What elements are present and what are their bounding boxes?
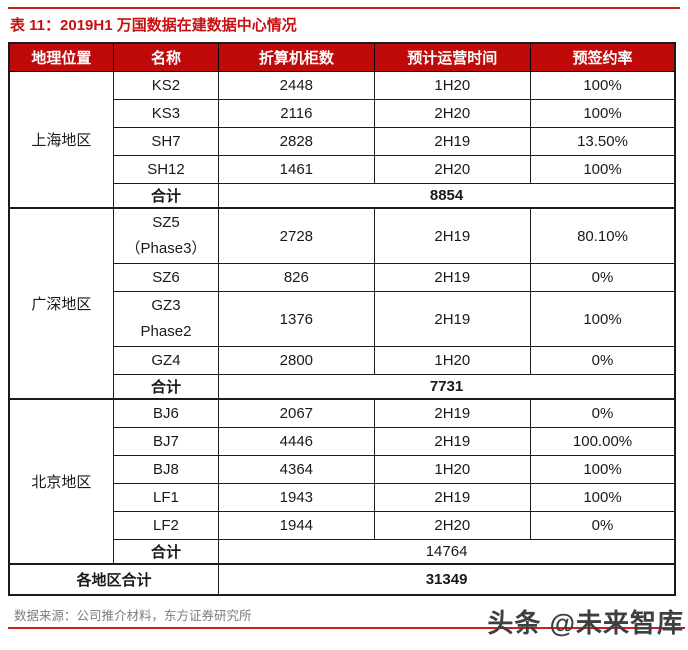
time-cell: 2H19	[373, 398, 532, 428]
time-cell: 2H20	[373, 155, 532, 184]
table-row: KS3 2116 2H20 100%	[9, 99, 676, 128]
table-row: 上海地区 KS2 2448 1H20 100%	[8, 71, 676, 209]
table-row: LF2 1944 2H20 0%	[9, 511, 676, 540]
presign-cell: 100%	[530, 71, 676, 100]
table-row: 北京地区 BJ6 2067 2H19 0%	[8, 398, 676, 565]
cabinets-cell: 2800	[218, 346, 375, 375]
time-cell: 1H20	[373, 346, 532, 375]
presign-cell: 100%	[530, 99, 676, 128]
name-cell: BJ7	[112, 427, 220, 456]
time-cell: 2H19	[373, 127, 532, 156]
table-row: SZ6 826 2H19 0%	[9, 263, 676, 292]
table-row: GZ4 2800 1H20 0%	[9, 346, 676, 375]
subtotal-label: 合计	[112, 183, 220, 209]
cabinets-cell: 2067	[218, 398, 375, 428]
time-cell: 2H20	[373, 511, 532, 540]
name-line-1: GZ3	[151, 297, 181, 314]
header-operation-time: 预计运营时间	[373, 42, 532, 72]
cabinets-cell: 1944	[218, 511, 375, 540]
name-cell: GZ4	[112, 346, 220, 375]
presign-cell: 100%	[530, 155, 676, 184]
subtotal-label: 合计	[112, 374, 220, 400]
table-row: 广深地区 SZ5 （Phase3） 2728 2H19 80.10%	[8, 207, 676, 400]
presign-cell: 100.00%	[530, 427, 676, 456]
subtotal-row-shanghai: 合计 8854	[9, 183, 676, 209]
name-cell: SZ5 （Phase3）	[112, 207, 220, 264]
name-cell: LF1	[112, 483, 220, 512]
region-cell-beijing: 北京地区	[8, 398, 114, 565]
cabinets-cell: 1943	[218, 483, 375, 512]
name-cell: KS3	[112, 99, 220, 128]
time-cell: 2H19	[373, 263, 532, 292]
grand-total-row: 各地区合计 31349	[8, 563, 676, 596]
name-line-2: （Phase3）	[125, 240, 207, 257]
name-cell: BJ6	[112, 398, 220, 428]
table-row: SH12 1461 2H20 100%	[9, 155, 676, 184]
toutiao-watermark: 头条 @未来智库	[487, 608, 684, 638]
name-cell: BJ8	[112, 455, 220, 484]
time-cell: 2H19	[373, 483, 532, 512]
name-cell: LF2	[112, 511, 220, 540]
cabinets-cell: 2728	[218, 207, 375, 264]
cabinets-cell: 1376	[218, 291, 375, 347]
time-cell: 1H20	[373, 455, 532, 484]
presign-cell: 100%	[530, 483, 676, 512]
name-cell: GZ3 Phase2	[112, 291, 220, 347]
grand-total-value: 31349	[218, 563, 676, 596]
presign-cell: 100%	[530, 291, 676, 347]
cabinets-cell: 4446	[218, 427, 375, 456]
name-cell: SH12	[112, 155, 220, 184]
region-cell-shanghai: 上海地区	[8, 71, 114, 209]
subtotal-row-beijing: 合计 14764	[9, 539, 676, 565]
top-red-rule	[8, 7, 680, 9]
data-center-table: 地理位置 名称 折算机柜数 预计运营时间 预签约率 上海地区 KS2 2448 …	[8, 42, 676, 596]
time-cell: 2H20	[373, 99, 532, 128]
cabinets-cell: 826	[218, 263, 375, 292]
header-name: 名称	[112, 42, 220, 72]
name-line-1: SZ5	[152, 214, 180, 231]
subtotal-label: 合计	[112, 539, 220, 565]
cabinets-cell: 2116	[218, 99, 375, 128]
table-row: SH7 2828 2H19 13.50%	[9, 127, 676, 156]
presign-cell: 0%	[530, 263, 676, 292]
cabinets-cell: 1461	[218, 155, 375, 184]
name-cell: KS2	[112, 71, 220, 100]
header-row: 地理位置 名称 折算机柜数 预计运营时间 预签约率	[8, 42, 676, 72]
header-presign-rate: 预签约率	[530, 42, 676, 72]
subtotal-value: 14764	[218, 539, 676, 565]
presign-cell: 80.10%	[530, 207, 676, 264]
table-row: BJ8 4364 1H20 100%	[9, 455, 676, 484]
subtotal-value: 7731	[218, 374, 676, 400]
presign-cell: 0%	[530, 346, 676, 375]
name-line-2: Phase2	[140, 323, 192, 340]
data-source-note: 数据来源：公司推介材料，东方证券研究所	[14, 609, 252, 623]
header-cabinets: 折算机柜数	[218, 42, 375, 72]
table-row: BJ7 4446 2H19 100.00%	[9, 427, 676, 456]
cabinets-cell: 4364	[218, 455, 375, 484]
table-title: 表 11：2019H1 万国数据在建数据中心情况	[10, 17, 297, 34]
cabinets-cell: 2448	[218, 71, 375, 100]
table-row: GZ3 Phase2 1376 2H19 100%	[9, 291, 676, 347]
name-cell: SZ6	[112, 263, 220, 292]
grand-total-label: 各地区合计	[8, 563, 220, 596]
time-cell: 2H19	[373, 207, 532, 264]
bottom-red-rule	[8, 627, 685, 629]
presign-cell: 13.50%	[530, 127, 676, 156]
time-cell: 1H20	[373, 71, 532, 100]
presign-cell: 0%	[530, 511, 676, 540]
time-cell: 2H19	[373, 427, 532, 456]
region-cell-guangshen: 广深地区	[8, 207, 114, 400]
time-cell: 2H19	[373, 291, 532, 347]
cabinets-cell: 2828	[218, 127, 375, 156]
presign-cell: 0%	[530, 398, 676, 428]
name-cell: SH7	[112, 127, 220, 156]
header-location: 地理位置	[8, 42, 114, 72]
subtotal-value: 8854	[218, 183, 676, 209]
presign-cell: 100%	[530, 455, 676, 484]
